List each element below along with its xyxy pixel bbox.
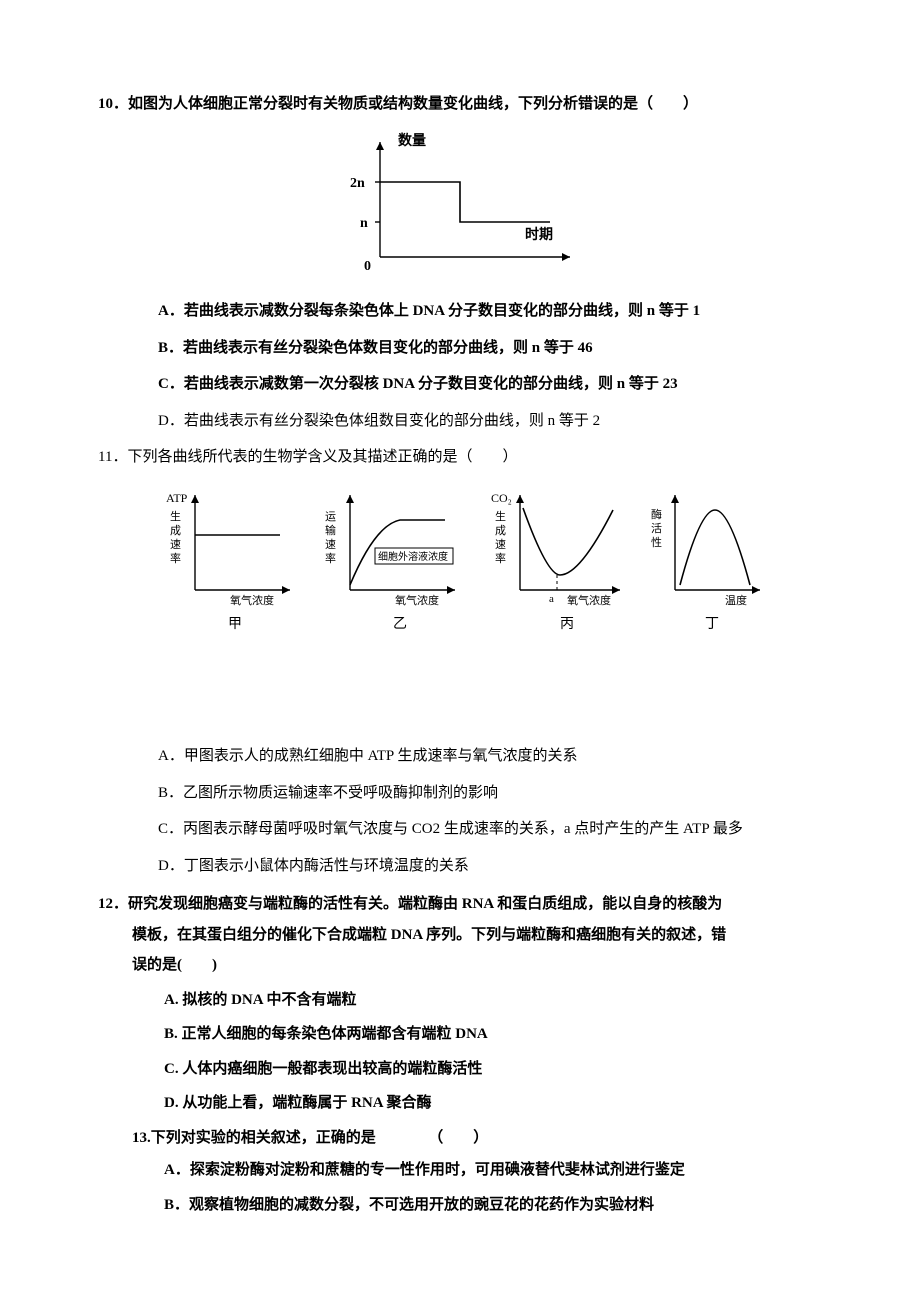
- q11-p2-note: 细胞外溶液浓度: [378, 550, 448, 563]
- q11-p1-yl1: 生: [170, 509, 181, 523]
- q10-xlabel: 时期: [525, 226, 553, 243]
- blank-spacer: [98, 672, 822, 742]
- q11-number: 11．: [98, 449, 127, 465]
- q11-stem-text: 下列各曲线所代表的生物学含义及其描述正确的是（ ）: [127, 449, 517, 465]
- q13-options: A．探索淀粉酶对淀粉和蔗糖的专一性作用时，可用碘液替代斐林试剂进行鉴定 B．观察…: [98, 1156, 822, 1219]
- q11-p1-xlabel: 氧气浓度: [230, 593, 274, 607]
- q11-options: A．甲图表示人的成熟红细胞中 ATP 生成速率与氧气浓度的关系 B．乙图所示物质…: [98, 742, 822, 880]
- q12-opt-c: C. 人体内癌细胞一般都表现出较高的端粒酶活性: [164, 1055, 822, 1084]
- q10-stem: 10．如图为人体细胞正常分裂时有关物质或结构数量变化曲线，下列分析错误的是（ ）: [98, 90, 822, 119]
- q11-p1-yl4: 率: [170, 551, 181, 565]
- q13-stem-text: 下列对实验的相关叙述，正确的是 （ ）: [151, 1130, 489, 1146]
- q11-p1-id: 甲: [228, 617, 242, 632]
- q10-opt-b: B．若曲线表示有丝分裂染色体数目变化的部分曲线，则 n 等于 46: [158, 334, 822, 363]
- q10-options: A．若曲线表示减数分裂每条染色体上 DNA 分子数目变化的部分曲线，则 n 等于…: [98, 297, 822, 435]
- q11-p3-yl1: 生: [495, 509, 506, 523]
- q12-opt-d: D. 从功能上看，端粒酶属于 RNA 聚合酶: [164, 1089, 822, 1118]
- q13-opt-b: B．观察植物细胞的减数分裂，不可选用开放的豌豆花的花药作为实验材料: [164, 1191, 822, 1220]
- q11-p3-xlabel: 氧气浓度: [567, 593, 611, 607]
- q12-stem-line2: 模板，在其蛋白组分的催化下合成端粒 DNA 序列。下列与端粒酶和癌细胞有关的叙述…: [98, 921, 822, 950]
- q11-p2-yl3: 速: [325, 538, 336, 551]
- q11-p4-yl3: 性: [651, 535, 662, 549]
- q11-opt-b: B．乙图所示物质运输速率不受呼吸酶抑制剂的影响: [158, 779, 822, 808]
- q11-opt-a: A．甲图表示人的成熟红细胞中 ATP 生成速率与氧气浓度的关系: [158, 742, 822, 771]
- q11-p2-yl1: 运: [325, 510, 336, 523]
- q12-opt-b: B. 正常人细胞的每条染色体两端都含有端粒 DNA: [164, 1020, 822, 1049]
- q11-opt-d: D．丁图表示小鼠体内酶活性与环境温度的关系: [158, 852, 822, 881]
- q10-opt-c: C．若曲线表示减数第一次分裂核 DNA 分子数目变化的部分曲线，则 n 等于 2…: [158, 370, 822, 399]
- q11-opt-c: C．丙图表示酵母菌呼吸时氧气浓度与 CO2 生成速率的关系，a 点时产生的产生 …: [158, 815, 822, 844]
- q11-charts-svg: ATP 生 成 速 率 氧气浓度 甲 细胞外溶液浓度 运 输 速 率 氧气浓度 …: [150, 480, 770, 650]
- q11-p3-yl2: 成: [495, 524, 506, 537]
- q10-tick-2n: 2n: [350, 176, 365, 191]
- q10-tick-0: 0: [364, 259, 371, 274]
- q11-p4-yl2: 活: [651, 522, 662, 535]
- q11-p1-ytop: ATP: [166, 491, 188, 505]
- q11-p3-ytop: CO₂: [491, 491, 512, 505]
- q11-p3-id: 丙: [560, 617, 574, 632]
- q12-stem-line3: 误的是( ): [98, 951, 822, 980]
- q13-stem: 13.下列对实验的相关叙述，正确的是 （ ）: [98, 1124, 822, 1153]
- q10-tick-n: n: [360, 216, 368, 231]
- q11-p2-xlabel: 氧气浓度: [395, 593, 439, 607]
- q11-p1-yl3: 速: [170, 538, 181, 551]
- q11-p2-id: 乙: [393, 616, 407, 632]
- q11-p3-yl3: 速: [495, 538, 506, 551]
- q12-number: 12．: [98, 896, 128, 912]
- q10-chart-svg: 数量 2n n 0 时期: [320, 127, 600, 277]
- q11-p3-yl4: 率: [495, 551, 506, 565]
- q12-opt-a: A. 拟核的 DNA 中不含有端粒: [164, 986, 822, 1015]
- q12-stem-line1: 12．研究发现细胞癌变与端粒酶的活性有关。端粒酶由 RNA 和蛋白质组成，能以自…: [98, 890, 822, 919]
- q10-opt-d: D．若曲线表示有丝分裂染色体组数目变化的部分曲线，则 n 等于 2: [158, 407, 822, 436]
- q10-ylabel: 数量: [398, 132, 426, 149]
- q11-p3-a: a: [549, 593, 554, 605]
- q12-block: 12．研究发现细胞癌变与端粒酶的活性有关。端粒酶由 RNA 和蛋白质组成，能以自…: [98, 890, 822, 1118]
- q10-stem-text: 如图为人体细胞正常分裂时有关物质或结构数量变化曲线，下列分析错误的是（ ）: [128, 96, 698, 112]
- q10-number: 10．: [98, 96, 128, 112]
- q11-p1-yl2: 成: [170, 524, 181, 537]
- q10-figure: 数量 2n n 0 时期: [320, 127, 600, 288]
- q11-p4-xlabel: 温度: [725, 593, 747, 607]
- q13-number: 13.: [132, 1130, 151, 1146]
- q12-options: A. 拟核的 DNA 中不含有端粒 B. 正常人细胞的每条染色体两端都含有端粒 …: [98, 986, 822, 1118]
- q11-p2-yl4: 率: [325, 551, 336, 565]
- q11-stem: 11．下列各曲线所代表的生物学含义及其描述正确的是（ ）: [98, 443, 822, 472]
- q10-opt-a: A．若曲线表示减数分裂每条染色体上 DNA 分子数目变化的部分曲线，则 n 等于…: [158, 297, 822, 326]
- q13-opt-a: A．探索淀粉酶对淀粉和蔗糖的专一性作用时，可用碘液替代斐林试剂进行鉴定: [164, 1156, 822, 1185]
- q11-p4-yl1: 酶: [651, 508, 662, 521]
- q11-figure: ATP 生 成 速 率 氧气浓度 甲 细胞外溶液浓度 运 输 速 率 氧气浓度 …: [150, 480, 770, 661]
- q11-p4-id: 丁: [705, 617, 719, 632]
- q11-p2-yl2: 输: [325, 523, 336, 537]
- q12-stem1: 研究发现细胞癌变与端粒酶的活性有关。端粒酶由 RNA 和蛋白质组成，能以自身的核…: [128, 896, 722, 912]
